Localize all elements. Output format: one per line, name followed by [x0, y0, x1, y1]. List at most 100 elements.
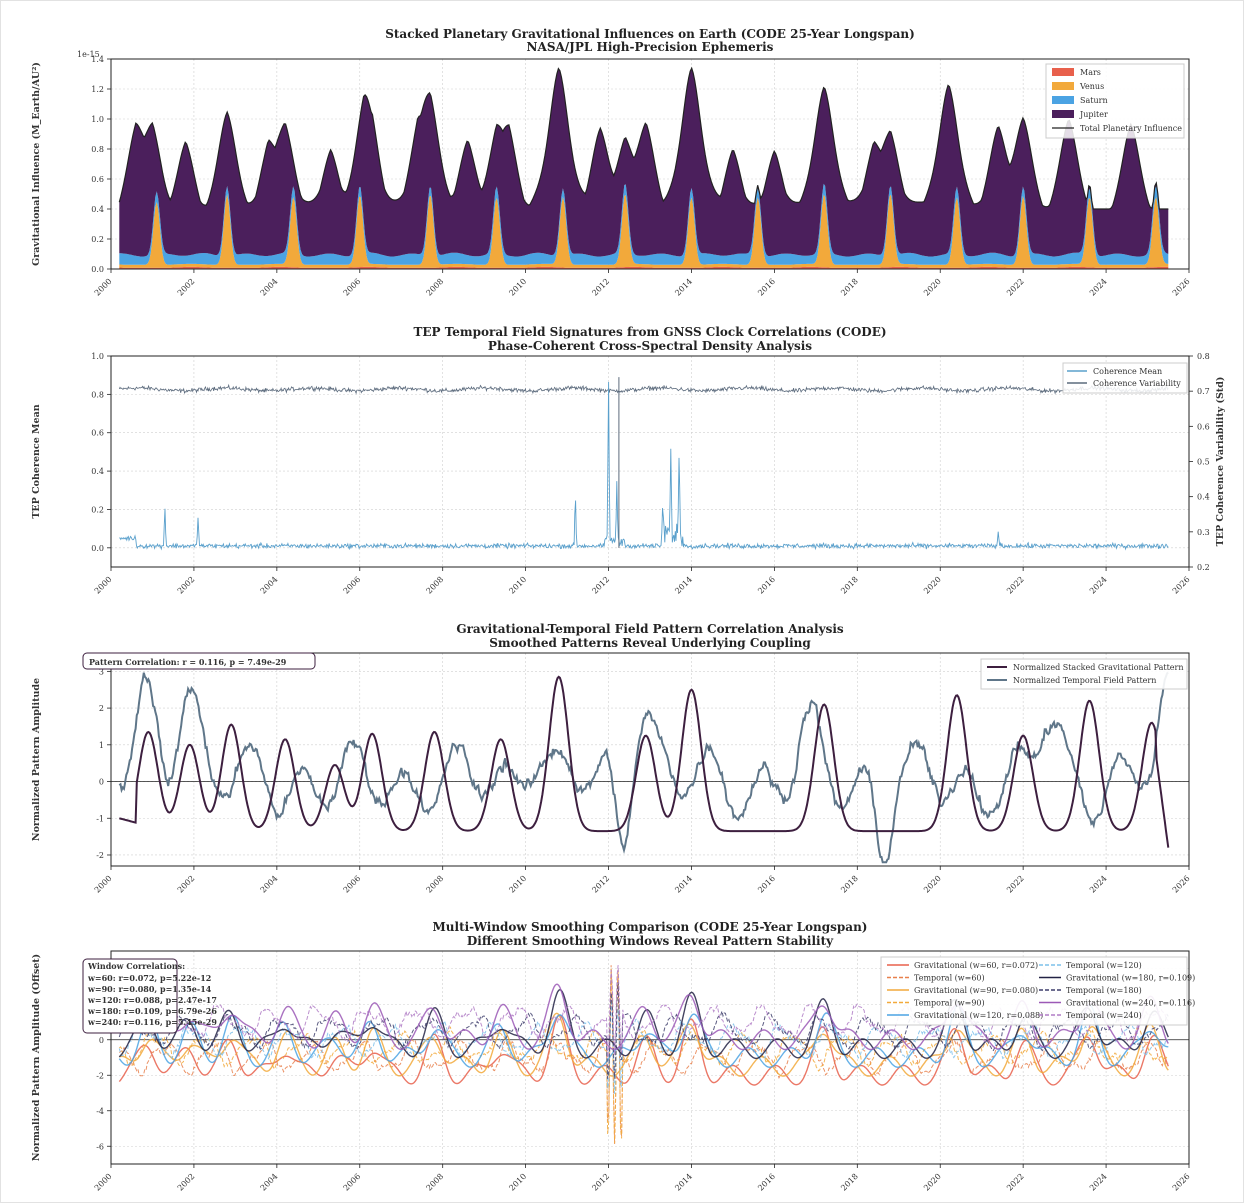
x-tick-label: 2012	[590, 277, 611, 298]
annotation-title: Window Correlations:	[87, 961, 185, 971]
y-tick-label: -4	[96, 1107, 104, 1116]
legend-label: Total Planetary Influence	[1080, 124, 1182, 133]
x-tick-label: 2006	[342, 874, 363, 895]
x-tick-label: 2008	[425, 575, 446, 596]
series-line	[118, 983, 1169, 1051]
legend-box	[880, 956, 1188, 1026]
x-tick-label: 2026	[1171, 575, 1192, 596]
x-tick-label: 2024	[1088, 874, 1109, 895]
x-tick-label: 2016	[756, 575, 777, 596]
y-tick-label: 0.8	[91, 145, 104, 154]
x-tick-label: 2004	[259, 277, 280, 298]
variability-line	[118, 383, 1169, 395]
x-tick-label: 2010	[507, 575, 528, 596]
x-tick-label: 2008	[425, 1172, 446, 1193]
legend: Normalized Stacked Gravitational Pattern…	[980, 658, 1188, 690]
x-tick-label: 2010	[507, 1172, 528, 1193]
plot-frame	[110, 652, 1190, 867]
annotation-line: w=120: r=0.088, p=2.47e-17	[87, 995, 217, 1005]
legend-swatch	[1052, 110, 1074, 118]
y-right-tick-label: 0.6	[1197, 422, 1210, 431]
legend-swatch	[1052, 96, 1074, 104]
legend-label: Mars	[1080, 68, 1101, 77]
x-tick-label: 2026	[1171, 277, 1192, 298]
series-line	[119, 1012, 1169, 1077]
series-line	[118, 982, 1169, 1079]
series-line	[118, 1004, 1169, 1069]
annotation-line: w=180: r=0.109, p=6.79e-26	[87, 1006, 217, 1016]
y-scale-label: 1e-15	[77, 50, 100, 59]
legend-label: Temporal (w=90)	[914, 999, 985, 1008]
y-tick-label: 0.0	[91, 265, 104, 274]
chart-subtitle: Phase-Coherent Cross-Spectral Density An…	[488, 339, 812, 353]
x-tick-label: 2000	[93, 277, 114, 298]
venus-area	[119, 194, 1169, 268]
chart-subtitle: NASA/JPL High-Precision Ephemeris	[527, 40, 774, 54]
y-tick-label: 0.2	[91, 235, 104, 244]
legend: Gravitational (w=60, r=0.072) Temporal (w…	[880, 956, 1195, 1026]
x-tick-label: 2006	[342, 277, 363, 298]
legend-label: Gravitational (w=120, r=0.088)	[914, 1011, 1043, 1020]
y-tick-label: -1	[96, 814, 104, 823]
y-right-axis-label: TEP Coherence Variability (Std)	[1215, 377, 1226, 547]
y-tick-label: 1.4	[91, 55, 104, 64]
x-tick-label: 2018	[839, 277, 860, 298]
y-tick-label: 0	[99, 1036, 104, 1045]
y-right-tick-label: 0.7	[1197, 387, 1210, 396]
x-tick-label: 2026	[1171, 1172, 1192, 1193]
x-tick-label: 2004	[259, 575, 280, 596]
legend-label: Temporal (w=240)	[1066, 1011, 1142, 1020]
x-tick-label: 2000	[93, 874, 114, 895]
y-right-tick-label: 0.3	[1197, 528, 1210, 537]
x-tick-label: 2012	[590, 575, 611, 596]
x-tick-label: 2020	[922, 874, 943, 895]
annotation-line: w=60: r=0.072, p=5.22e-12	[87, 973, 211, 983]
x-tick-label: 2014	[673, 277, 694, 298]
x-tick-label: 2000	[93, 575, 114, 596]
plot-frame	[110, 950, 1190, 1165]
legend-label: Saturn	[1080, 96, 1108, 105]
x-tick-label: 2002	[176, 874, 197, 895]
y-tick-label: 0.0	[91, 544, 104, 553]
coherence-mean-line	[119, 381, 1169, 551]
legend-label: Venus	[1079, 82, 1104, 91]
legend: Coherence Mean Coherence Variability	[1062, 362, 1188, 394]
x-tick-label: 2024	[1088, 575, 1109, 596]
chart-4-multi-window: 2000 2002 2004 2006 2008 2010 2012 2014 2016 2018…	[31, 920, 1195, 1193]
legend-label: Temporal (w=60)	[914, 974, 985, 983]
x-tick-label: 2018	[839, 575, 860, 596]
chart-1-stacked-influence: 2000 2002 2004 2006 2008 2010 2012 2014 2016 2018…	[31, 27, 1192, 298]
x-tick-label: 2022	[1005, 277, 1026, 298]
chart-title: Multi-Window Smoothing Comparison (CODE …	[433, 920, 868, 934]
window-correlations-annotation: Window Correlations: w=60: r=0.072, p=5.2…	[82, 958, 217, 1034]
x-tick-label: 2010	[507, 874, 528, 895]
y-tick-label: 1.0	[91, 115, 104, 124]
annotation-box	[82, 652, 316, 670]
y-tick-label: 0.8	[91, 390, 104, 399]
y-right-tick-label: 0.8	[1197, 352, 1210, 361]
gravitational-pattern-line	[119, 675, 1170, 848]
x-tick-label: 2002	[176, 1172, 197, 1193]
legend: Mars Venus Saturn Jupiter Total Planetary In…	[1045, 63, 1185, 139]
y-axis-label: TEP Coherence Mean	[31, 404, 42, 518]
chart-subtitle: Different Smoothing Windows Reveal Patte…	[467, 934, 834, 948]
legend-label: Normalized Stacked Gravitational Pattern	[1013, 663, 1184, 672]
y-tick-label: 0	[99, 778, 104, 787]
x-tick-label: 2020	[922, 1172, 943, 1193]
y-axis-label: Normalized Pattern Amplitude (Offset)	[31, 954, 42, 1161]
x-tick-label: 2018	[839, 1172, 860, 1193]
legend-label: Coherence Variability	[1093, 379, 1181, 388]
legend-swatch	[1052, 68, 1074, 76]
x-tick-label: 2014	[673, 1172, 694, 1193]
legend-box	[1062, 362, 1188, 394]
y-axis-label: Gravitational Influence (M_Earth/AU²)	[31, 62, 42, 266]
x-tick-label: 2020	[922, 277, 943, 298]
chart-subtitle: Smoothed Patterns Reveal Underlying Coup…	[489, 636, 811, 650]
annotation-text: Pattern Correlation: r = 0.116, p = 7.49…	[89, 657, 287, 667]
x-tick-label: 2004	[259, 1172, 280, 1193]
x-tick-label: 2016	[756, 1172, 777, 1193]
annotation-box	[82, 958, 178, 1034]
x-tick-label: 2002	[176, 277, 197, 298]
y-tick-label: 1.2	[91, 85, 104, 94]
